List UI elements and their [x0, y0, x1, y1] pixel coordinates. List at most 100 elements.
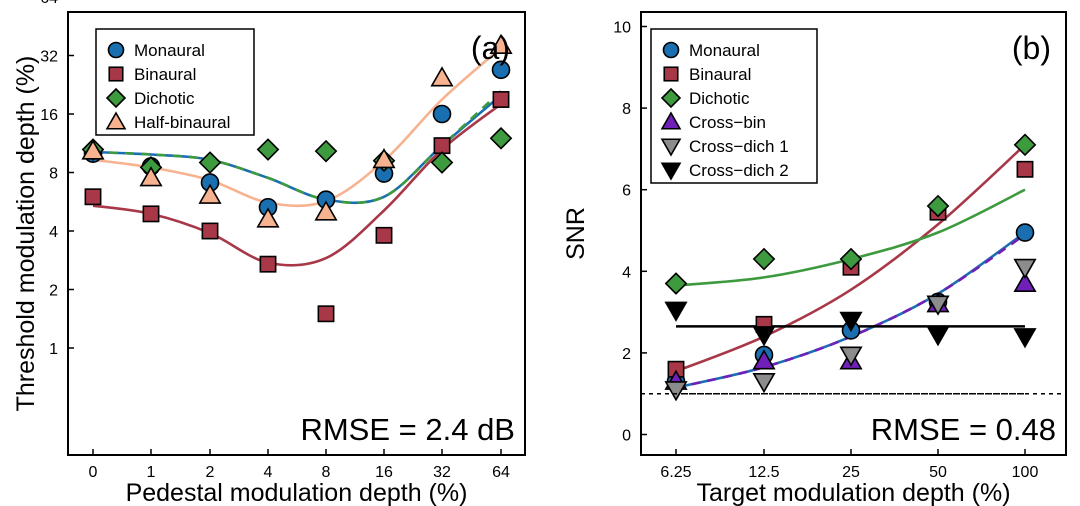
data-point: [256, 138, 280, 161]
y-tick-label: 0: [622, 428, 631, 445]
data-point: [752, 349, 776, 370]
panel-label: (b): [1012, 30, 1051, 66]
x-axis-label: Pedestal modulation depth (%): [126, 479, 468, 506]
y-tick-label: 64: [40, 0, 58, 7]
y-axis-label: SNR: [562, 207, 590, 260]
legend-marker: [105, 87, 127, 109]
data-point: [492, 91, 510, 108]
x-tick-label: 100: [1012, 464, 1039, 481]
legend-label: Binaural: [134, 65, 196, 84]
data-point: [430, 66, 454, 87]
legend-marker: [660, 111, 682, 130]
data-point: [1013, 271, 1037, 292]
x-tick-label: 4: [264, 464, 273, 481]
data-point: [432, 104, 452, 124]
y-tick-label: 4: [622, 264, 631, 281]
y-tick-label: 8: [622, 101, 631, 118]
rmse-annotation: RMSE = 0.48: [871, 412, 1056, 447]
panel-a: 0 1 2 4 8 16 32 64 1 2 4 8 16 32 64 Monaural Binaural Dic…: [12, 0, 526, 506]
legend-marker: [660, 162, 682, 181]
data-point: [839, 247, 863, 271]
x-tick-label: 32: [433, 464, 451, 481]
y-tick-label: 16: [40, 107, 58, 124]
legend-box: [650, 28, 818, 184]
data-point: [81, 139, 105, 160]
data-point: [256, 207, 280, 228]
y-tick-label: 4: [49, 224, 58, 241]
x-tick-label: 25: [842, 464, 860, 481]
data-point: [1016, 160, 1034, 178]
legend-label: Binaural: [689, 65, 751, 84]
legend-label: Monaural: [689, 41, 760, 60]
data-point: [926, 295, 950, 316]
y-tick-label: 1: [49, 341, 58, 358]
x-tick-label: 12.5: [748, 464, 779, 481]
x-tick-label: 64: [492, 464, 510, 481]
data-point: [839, 346, 863, 367]
legend-label: Cross−dich 1: [689, 137, 789, 156]
y-tick-label: 2: [49, 283, 58, 300]
legend-label: Monaural: [134, 41, 205, 60]
y-tick-label: 6: [622, 183, 631, 200]
x-tick-label: 16: [375, 464, 393, 481]
data-point: [839, 311, 863, 333]
panel-label: (a): [471, 30, 510, 66]
legend-marker: [108, 66, 124, 82]
y-axis-label: Threshold modulation depth (%): [12, 56, 40, 412]
data-point: [752, 326, 776, 347]
data-point: [664, 272, 688, 295]
data-point: [259, 255, 277, 273]
data-point: [491, 60, 511, 80]
legend-marker: [662, 41, 680, 59]
data-point: [198, 151, 222, 174]
x-tick-label: 6.25: [660, 464, 691, 481]
data-point: [752, 373, 776, 394]
plot-frame: [67, 11, 526, 456]
data-point: [430, 151, 454, 174]
data-point: [375, 226, 393, 244]
data-point: [1013, 328, 1037, 349]
data-point: [489, 126, 513, 150]
data-point: [198, 183, 222, 204]
data-point: [84, 188, 102, 206]
legend-label: Dichotic: [689, 89, 750, 108]
y-tick-label: 2: [622, 346, 631, 363]
data-point: [926, 326, 950, 347]
legend-label: Cross−dich 2: [689, 161, 789, 180]
data-point: [1013, 258, 1037, 280]
rmse-annotation: RMSE = 2.4 dB: [300, 412, 515, 447]
data-point: [433, 137, 451, 155]
legend-marker: [660, 87, 682, 109]
x-axis-label: Target modulation depth (%): [696, 479, 1010, 506]
data-point: [372, 147, 396, 169]
y-tick-label: 32: [40, 49, 58, 66]
panel-b: 6.25 12.5 25 50 100 0 2 4 6 8 10 Monaural Binaural Di…: [562, 11, 1067, 506]
legend-marker: [660, 138, 682, 157]
data-point: [926, 194, 950, 218]
x-tick-label: 50: [929, 464, 947, 481]
legend-marker: [107, 41, 125, 59]
y-tick-label: 10: [613, 20, 631, 37]
legend-label: Cross−bin: [689, 113, 766, 132]
data-point: [489, 33, 513, 55]
fit-curve: [92, 46, 502, 208]
data-point: [142, 205, 160, 223]
x-tick-label: 1: [147, 464, 156, 481]
data-point: [1015, 223, 1035, 242]
data-point: [664, 301, 688, 322]
data-point: [317, 305, 335, 323]
legend-label: Dichotic: [134, 89, 195, 108]
data-point: [752, 247, 776, 271]
y-tick-label: 8: [49, 166, 58, 183]
x-tick-label: 0: [89, 464, 98, 481]
legend-label: Half-binaural: [134, 113, 230, 132]
legend-marker: [663, 66, 679, 82]
fit-curve: [675, 143, 1026, 373]
data-point: [314, 200, 338, 221]
data-point: [1013, 133, 1037, 157]
x-tick-label: 8: [322, 464, 331, 481]
data-point: [201, 222, 219, 240]
legend-marker: [105, 111, 127, 130]
plot-frame: [640, 11, 1067, 456]
